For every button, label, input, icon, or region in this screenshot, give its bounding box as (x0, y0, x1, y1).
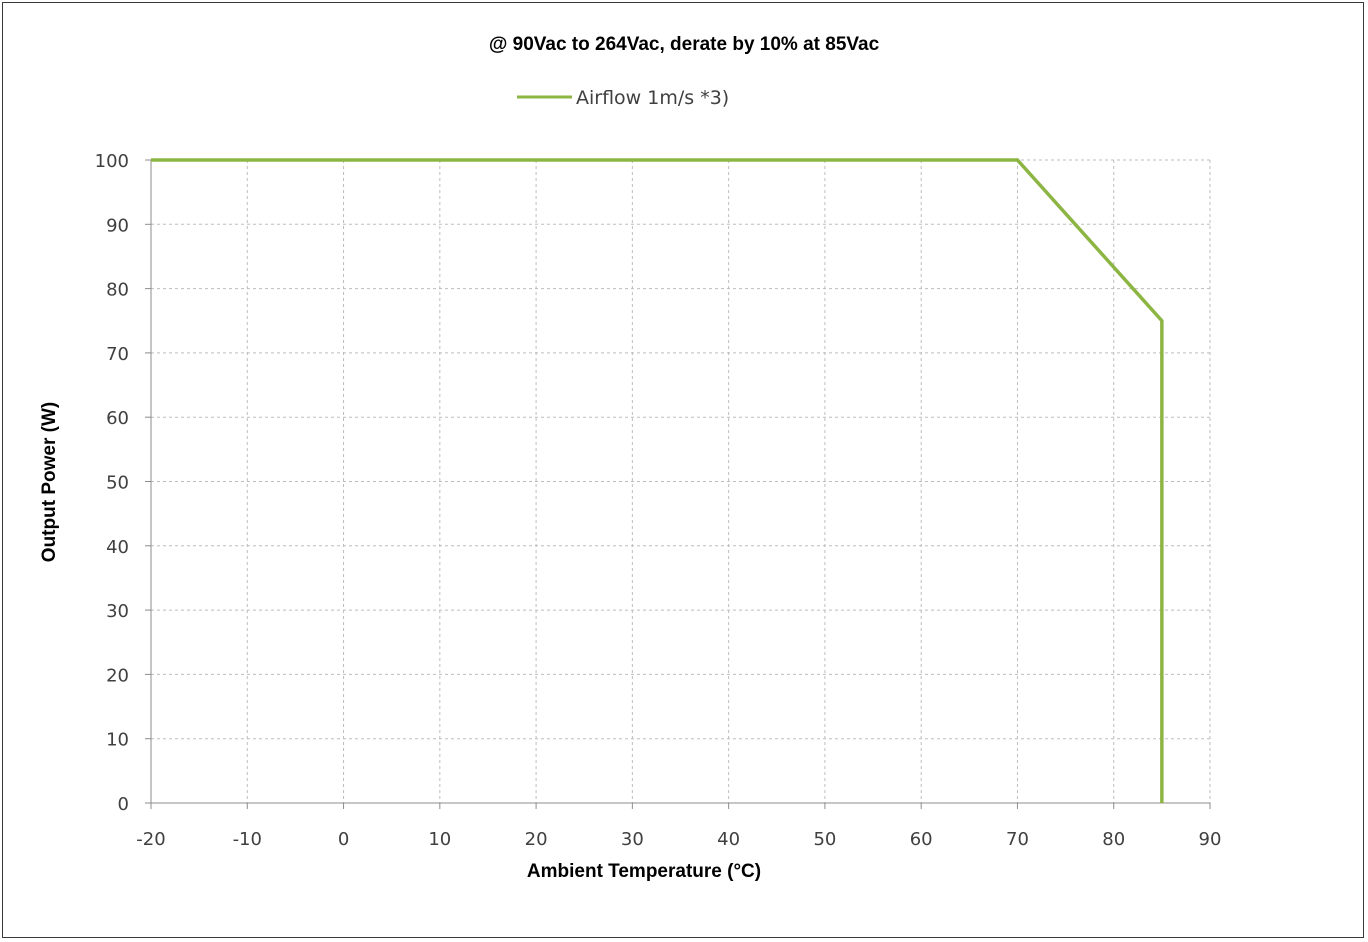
x-tick-labels: -20 -10 0 10 20 30 40 50 60 70 80 90 (136, 829, 1221, 850)
y-tick-label: 40 (106, 537, 129, 558)
y-tick-label: 100 (95, 151, 129, 172)
x-axis-title: Ambient Temperature (°C) (527, 861, 761, 882)
legend: Airflow 1m/s *3) (517, 87, 729, 109)
y-tick-label: 30 (106, 601, 129, 622)
y-axis-title: Output Power (W) (39, 402, 60, 562)
axes (145, 159, 1211, 809)
y-tick-label: 0 (118, 794, 129, 815)
x-tick-label: -10 (233, 829, 262, 850)
series-lines (151, 158, 1164, 803)
x-tick-label: 20 (525, 829, 548, 850)
y-tick-label: 70 (106, 344, 129, 365)
x-tick-label: 50 (813, 829, 836, 850)
y-tick-label: 50 (106, 473, 129, 494)
legend-label: Airflow 1m/s *3) (576, 87, 729, 109)
chart-title: @ 90Vac to 264Vac, derate by 10% at 85Va… (489, 34, 880, 55)
x-tick-label: 10 (428, 829, 451, 850)
y-tick-label: 20 (106, 665, 129, 686)
x-tick-label: 70 (1006, 829, 1029, 850)
y-tick-labels: 0 10 20 30 40 50 60 70 80 90 100 (95, 151, 129, 815)
y-tick-label: 80 (106, 280, 129, 301)
x-tick-label: 30 (621, 829, 644, 850)
x-tick-label: 90 (1199, 829, 1222, 850)
x-tick-label: 0 (338, 829, 349, 850)
x-tick-label: 40 (717, 829, 740, 850)
series-line-airflow (151, 158, 1164, 803)
y-tick-label: 10 (106, 730, 129, 751)
grid-lines (151, 159, 1211, 803)
y-tick-label: 60 (106, 408, 129, 429)
y-tick-label: 90 (106, 215, 129, 236)
x-tick-label: 60 (910, 829, 933, 850)
x-tick-label: -20 (136, 829, 165, 850)
x-tick-label: 80 (1102, 829, 1125, 850)
